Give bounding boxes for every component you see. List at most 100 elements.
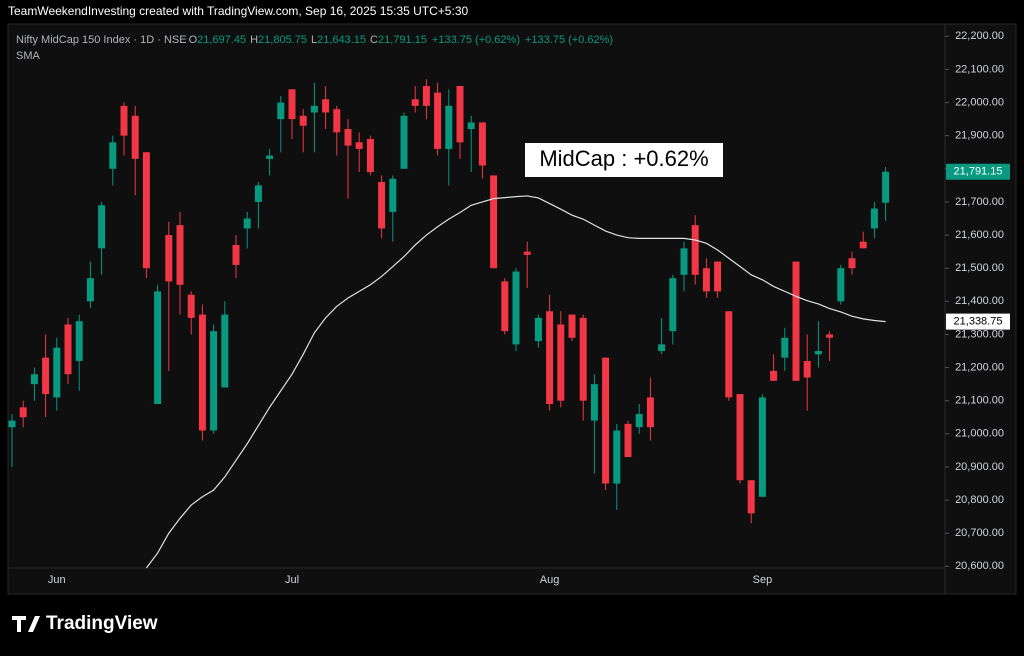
candle-body — [243, 218, 251, 229]
candle-body — [266, 155, 274, 159]
ohlc-label: L — [311, 34, 317, 46]
y-tick-label: 20,800.00 — [955, 494, 1004, 506]
candle-body — [669, 278, 677, 332]
candle-body — [714, 261, 722, 292]
candle-body — [758, 397, 766, 497]
candle-body — [98, 205, 106, 249]
candle-body — [613, 430, 621, 484]
x-tick-label: Aug — [540, 574, 560, 586]
candle-body — [501, 281, 509, 332]
candle-body — [658, 344, 666, 352]
candle-body — [254, 185, 262, 202]
annotation-box — [525, 143, 723, 177]
candle-body — [837, 268, 845, 302]
candle-body — [579, 317, 587, 401]
candle-body — [490, 175, 498, 269]
candle-body — [680, 248, 688, 275]
candle-body — [221, 314, 229, 388]
candle-body — [422, 85, 430, 106]
y-tick-label: 21,200.00 — [955, 361, 1004, 373]
candle-body — [702, 268, 710, 292]
y-tick-label: 21,300.00 — [955, 328, 1004, 340]
symbol: Nifty MidCap 150 Index · 1D · NSE — [16, 34, 187, 46]
candle-body — [366, 138, 374, 173]
y-tick-label: 22,200.00 — [955, 30, 1004, 42]
candle-body — [42, 357, 50, 395]
y-tick-label: 20,700.00 — [955, 527, 1004, 539]
chart-panel — [7, 23, 1017, 595]
legend: Nifty MidCap 150 Index · 1D · NSE O21,697… — [16, 34, 613, 46]
ohlc-value: 21,643.15 — [317, 34, 366, 46]
ohlc-value: 21,697.45 — [197, 34, 246, 46]
ohlc-label: O — [189, 34, 198, 46]
candle-body — [736, 394, 744, 481]
candle-body — [232, 244, 240, 265]
candle-body — [53, 347, 61, 398]
candle-body — [467, 122, 475, 130]
candle-body — [165, 235, 173, 282]
y-tick-label: 21,600.00 — [955, 229, 1004, 241]
candle-body — [859, 241, 867, 249]
annotation: MidCap : +0.62% — [539, 146, 708, 171]
candle-body — [456, 85, 464, 143]
y-tick-label: 22,000.00 — [955, 96, 1004, 108]
candle-body — [434, 92, 442, 149]
candle-body — [86, 278, 94, 302]
candle-body — [310, 105, 318, 113]
candle-body — [299, 115, 307, 126]
candle-body — [142, 152, 150, 269]
candle-body — [478, 122, 486, 166]
logo-text: TradingView — [46, 613, 158, 634]
candle-body — [210, 331, 218, 431]
y-tick-label: 21,700.00 — [955, 196, 1004, 208]
candle-body — [848, 258, 856, 269]
candle-body — [557, 324, 565, 401]
candle-body — [187, 294, 195, 318]
logo: TradingView — [12, 613, 158, 634]
candle-body — [624, 423, 632, 458]
credit: TeamWeekendInvesting created with Tradin… — [8, 4, 468, 18]
candle-body — [870, 208, 878, 229]
candle-body — [826, 334, 834, 338]
candle-body — [176, 225, 184, 285]
sma-price-label: 21,338.75 — [954, 316, 1003, 328]
candle-body — [770, 370, 778, 381]
candle-body — [322, 99, 330, 113]
candle-body — [19, 407, 27, 418]
candle-body — [198, 314, 206, 431]
y-tick-label: 21,900.00 — [955, 130, 1004, 142]
candle-body — [534, 317, 542, 342]
candle-body — [344, 129, 352, 146]
candle-body — [568, 314, 576, 338]
candle-body — [120, 105, 128, 136]
sma-price-box — [946, 313, 1010, 330]
ohlc-label: H — [250, 34, 258, 46]
candle-body — [747, 480, 755, 514]
candle-body — [512, 271, 520, 345]
x-tick-label: Jul — [285, 574, 299, 586]
candle-body — [411, 99, 419, 106]
candle-body — [30, 374, 38, 385]
candle-body — [288, 89, 296, 120]
candle-body — [814, 351, 822, 355]
x-tick-label: Jun — [48, 574, 66, 586]
candle-body — [400, 115, 408, 169]
candle-body — [154, 291, 162, 405]
candle-body — [277, 102, 285, 120]
y-tick-label: 22,100.00 — [955, 63, 1004, 75]
sma-line — [145, 195, 886, 569]
candle-body — [590, 384, 598, 421]
x-tick-label: Sep — [753, 574, 773, 586]
y-tick-label: 21,100.00 — [955, 395, 1004, 407]
candle-body — [725, 311, 733, 398]
candle-body — [109, 142, 117, 169]
ohlc-label: C — [370, 34, 378, 46]
candle-body — [882, 171, 890, 203]
ohlc-value: 21,791.15 — [378, 34, 427, 46]
candle-body — [8, 420, 16, 428]
last-price-label: 21,791.15 — [954, 166, 1003, 178]
last-price-box — [946, 163, 1010, 180]
y-tick-label: 21,400.00 — [955, 295, 1004, 307]
